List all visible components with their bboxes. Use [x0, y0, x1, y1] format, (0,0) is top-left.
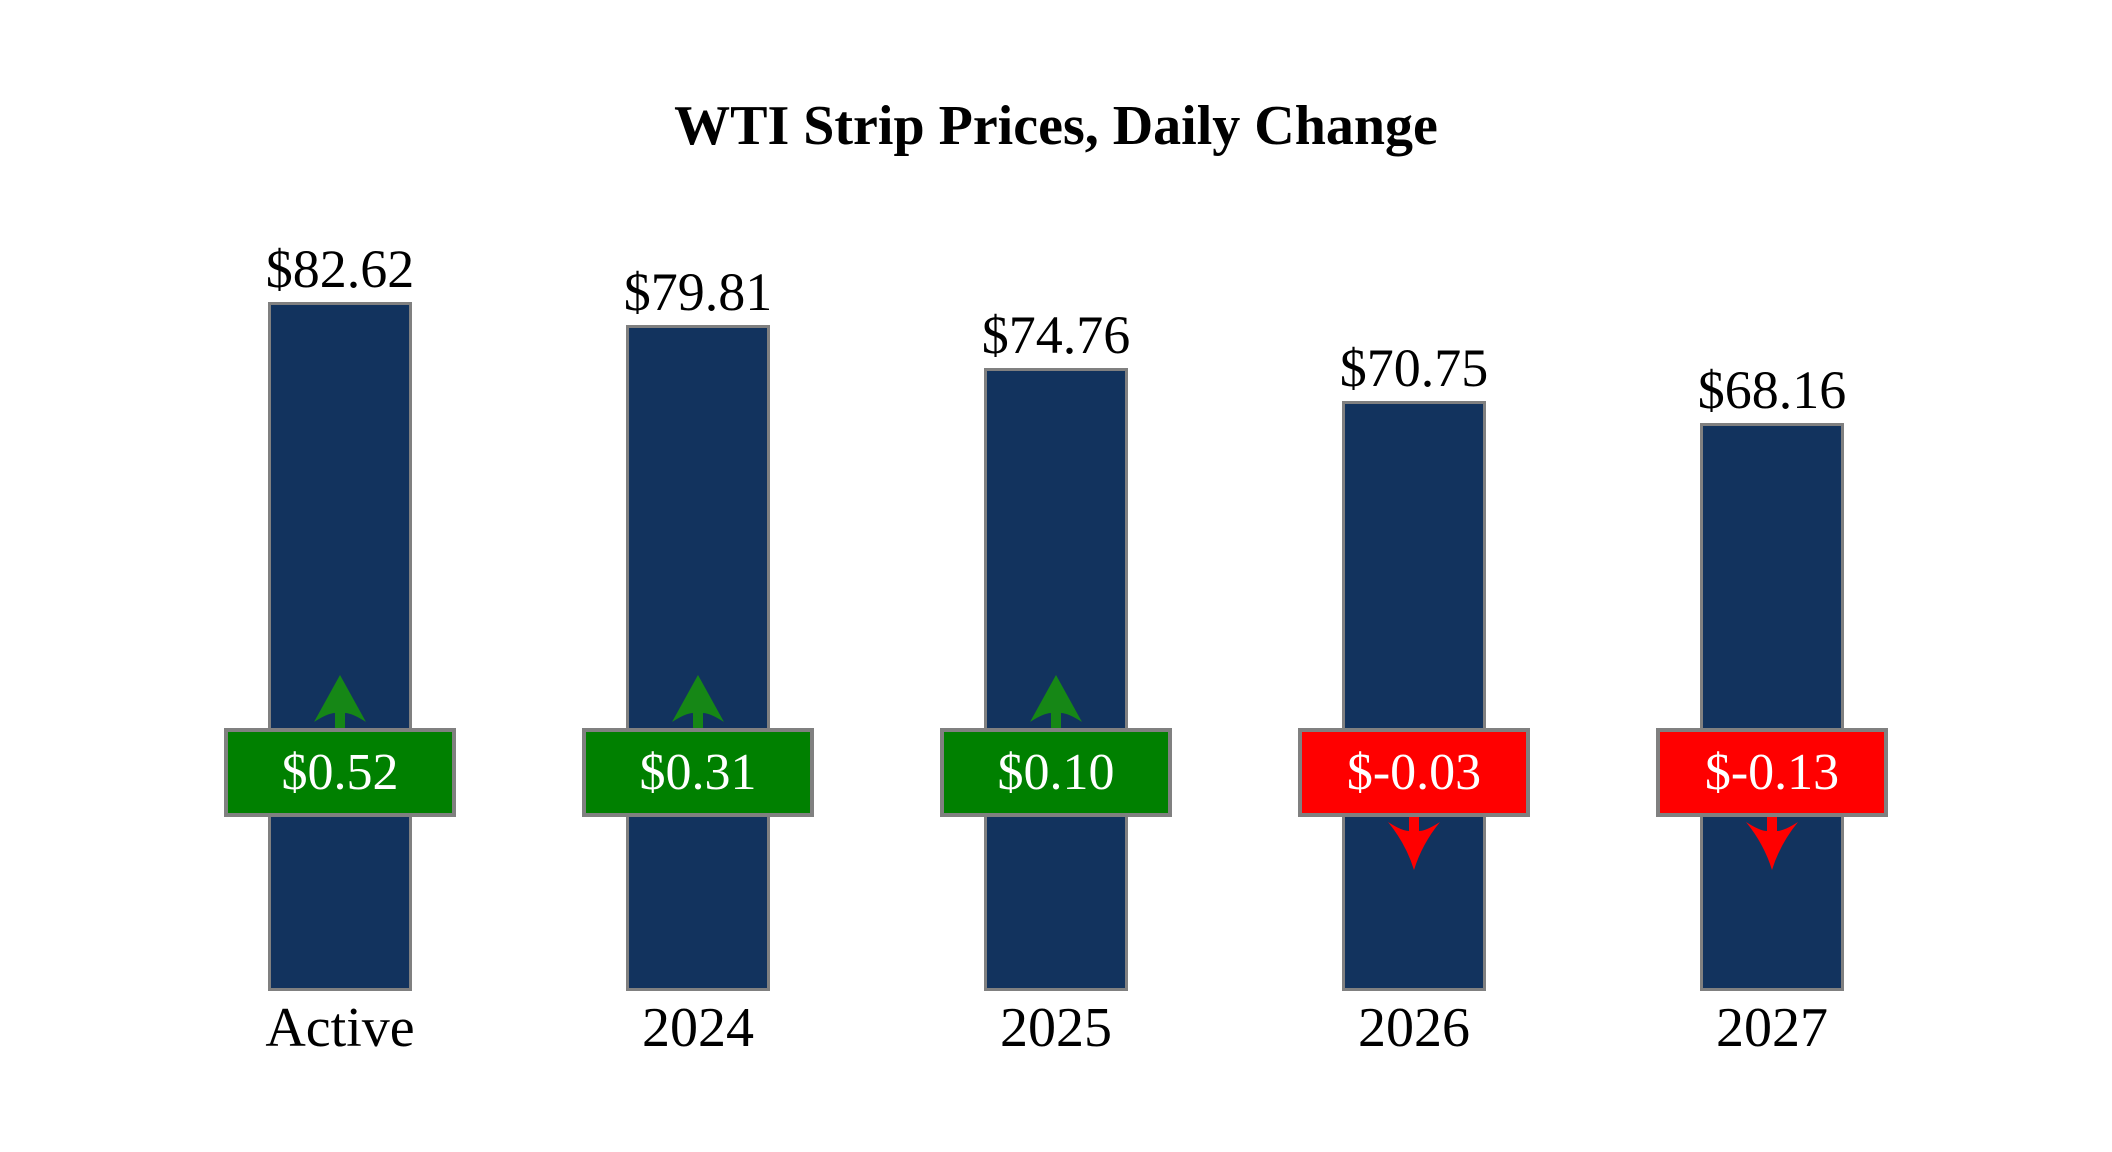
bar-group: $74.76 $0.10 2025 — [877, 0, 1235, 1152]
category-label: Active — [265, 997, 415, 1059]
change-label: $-0.13 — [1704, 743, 1840, 801]
change-label: $-0.03 — [1346, 743, 1482, 801]
change-badge: $0.52 — [224, 728, 456, 817]
bar-group: $68.16 $-0.13 2027 — [1593, 0, 1951, 1152]
category-label: 2027 — [1716, 997, 1828, 1059]
price-label: $82.62 — [265, 239, 415, 299]
price-label: $70.75 — [1339, 338, 1489, 398]
change-badge: $0.31 — [582, 728, 814, 817]
change-label: $0.52 — [281, 743, 399, 801]
price-bar — [1700, 423, 1844, 991]
bar-group: $70.75 $-0.03 2026 — [1235, 0, 1593, 1152]
change-label: $0.31 — [639, 743, 757, 801]
up-arrow-icon — [314, 675, 366, 732]
price-label: $68.16 — [1697, 360, 1847, 420]
bar-group: $79.81 $0.31 2024 — [519, 0, 877, 1152]
price-label: $79.81 — [623, 262, 773, 322]
change-badge: $-0.03 — [1298, 728, 1530, 817]
category-label: 2026 — [1358, 997, 1470, 1059]
change-badge: $0.10 — [940, 728, 1172, 817]
up-arrow-icon — [672, 675, 724, 732]
down-arrow-icon — [1388, 813, 1440, 870]
price-bar — [1342, 401, 1486, 991]
price-bar — [268, 302, 412, 991]
category-label: 2025 — [1000, 997, 1112, 1059]
change-badge: $-0.13 — [1656, 728, 1888, 817]
up-arrow-icon — [1030, 675, 1082, 732]
price-label: $74.76 — [981, 305, 1131, 365]
down-arrow-icon — [1746, 813, 1798, 870]
bar-group: $82.62 $0.52 Active — [161, 0, 519, 1152]
category-label: 2024 — [642, 997, 754, 1059]
price-bar — [626, 325, 770, 991]
change-label: $0.10 — [997, 743, 1115, 801]
chart-title: WTI Strip Prices, Daily Change — [674, 95, 1438, 157]
